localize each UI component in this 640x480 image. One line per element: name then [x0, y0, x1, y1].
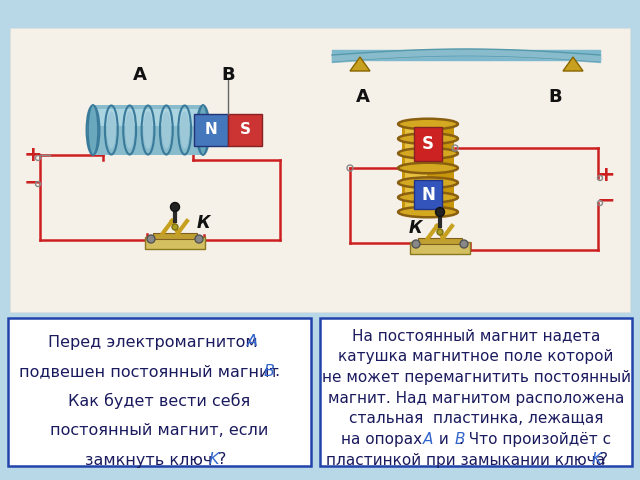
Circle shape [412, 240, 420, 248]
Text: S: S [422, 135, 434, 153]
Text: K: K [592, 453, 602, 468]
Ellipse shape [398, 148, 458, 158]
Text: На постоянный магнит надета: На постоянный магнит надета [352, 328, 600, 344]
Text: −: − [24, 172, 42, 192]
Text: Перед электромагнитом: Перед электромагнитом [49, 335, 263, 349]
Bar [194, 114, 228, 146]
Ellipse shape [398, 192, 458, 203]
Ellipse shape [162, 111, 171, 149]
Circle shape [172, 224, 178, 230]
Text: и: и [434, 432, 454, 447]
Text: катушка магнитное поле которой: катушка магнитное поле которой [339, 349, 614, 364]
Text: магнит. Над магнитом расположена: магнит. Над магнитом расположена [328, 391, 624, 406]
Text: ?: ? [218, 453, 227, 468]
Ellipse shape [198, 105, 208, 155]
Ellipse shape [398, 178, 458, 188]
Ellipse shape [143, 111, 152, 149]
Ellipse shape [398, 133, 458, 144]
Text: B: B [264, 364, 275, 379]
Polygon shape [563, 57, 583, 71]
Ellipse shape [125, 111, 134, 149]
Text: +: + [596, 165, 615, 185]
Text: не может перемагнитить постоянный: не может перемагнитить постоянный [321, 370, 630, 385]
Ellipse shape [180, 111, 189, 149]
Ellipse shape [107, 111, 116, 149]
Text: ?: ? [600, 453, 609, 468]
Bar [320, 318, 632, 466]
Bar [405, 127, 427, 209]
Bar [145, 237, 205, 249]
Ellipse shape [398, 119, 458, 129]
Text: на опорах: на опорах [341, 432, 428, 447]
Bar [93, 105, 203, 155]
Text: N: N [421, 186, 435, 204]
Text: −: − [596, 190, 615, 210]
Bar [402, 124, 454, 212]
Text: B: B [221, 66, 235, 84]
Bar [228, 114, 262, 146]
Text: A: A [356, 88, 370, 106]
Text: A: A [246, 335, 257, 349]
Text: S: S [239, 122, 250, 137]
Text: постоянный магнит, если: постоянный магнит, если [51, 423, 269, 438]
Text: +: + [24, 145, 42, 165]
Text: A: A [423, 432, 433, 447]
Bar [418, 238, 462, 244]
Text: Как будет вести себя: Как будет вести себя [68, 393, 251, 409]
Text: .: . [275, 364, 280, 379]
Polygon shape [350, 57, 370, 71]
Text: B: B [548, 88, 562, 106]
Text: подвешен постоянный магнит: подвешен постоянный магнит [19, 364, 284, 379]
Ellipse shape [198, 111, 207, 149]
Bar [95, 109, 201, 126]
Bar [10, 28, 630, 312]
Circle shape [435, 207, 445, 216]
Text: K: K [209, 453, 220, 468]
Bar [410, 242, 470, 254]
Text: К: К [196, 214, 210, 232]
Text: пластинкой при замыкании ключа: пластинкой при замыкании ключа [326, 453, 611, 468]
Bar [414, 180, 442, 209]
Bar [153, 233, 197, 239]
Ellipse shape [398, 207, 458, 217]
Ellipse shape [88, 105, 98, 155]
Text: замкнуть ключ: замкнуть ключ [85, 453, 218, 468]
Circle shape [195, 235, 203, 243]
Circle shape [170, 203, 179, 212]
Circle shape [437, 229, 443, 235]
Ellipse shape [88, 111, 97, 149]
Bar [8, 318, 311, 466]
Circle shape [460, 240, 468, 248]
Text: . Что произойдёт с: . Что произойдёт с [460, 432, 611, 447]
Text: B: B [454, 432, 465, 447]
Circle shape [147, 235, 155, 243]
Text: A: A [133, 66, 147, 84]
Text: стальная  пластинка, лежащая: стальная пластинка, лежащая [349, 411, 603, 426]
Ellipse shape [398, 163, 458, 173]
Text: N: N [205, 122, 218, 137]
Bar [414, 127, 442, 161]
Text: К: К [408, 219, 422, 237]
